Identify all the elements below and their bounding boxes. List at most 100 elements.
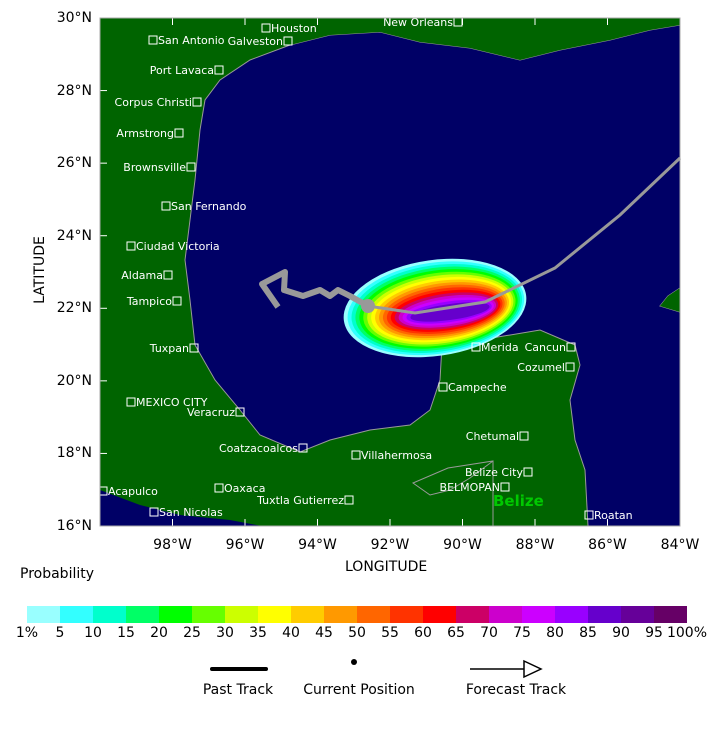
colorbar-swatch	[324, 606, 357, 623]
colorbar-swatch	[60, 606, 93, 623]
city-marker-icon	[438, 382, 448, 392]
city-marker-icon	[174, 128, 184, 138]
city-label: Armstrong	[116, 127, 174, 140]
city-marker-icon	[98, 486, 108, 496]
colorbar-label: 15	[117, 625, 135, 641]
y-axis-title: LATITUDE	[32, 236, 48, 304]
city-marker-icon	[214, 483, 224, 493]
city-marker-icon	[344, 495, 354, 505]
city-label: New Orleans	[383, 16, 453, 29]
city: Galveston	[228, 35, 293, 48]
x-tick-label: 98°W	[153, 537, 192, 553]
colorbar-swatch	[522, 606, 555, 623]
city-label: Ciudad Victoria	[136, 240, 220, 253]
city-label: Oaxaca	[224, 482, 265, 495]
city-label: San Fernando	[171, 200, 247, 213]
city-marker-icon	[126, 241, 136, 251]
probability-contour	[410, 302, 490, 322]
colorbar-label: 65	[447, 625, 465, 641]
x-tick-label: 92°W	[370, 537, 410, 553]
city-marker-icon	[148, 35, 158, 45]
city-marker-icon	[565, 362, 575, 372]
colorbar-label: 1%	[15, 625, 39, 641]
colorbar-swatch	[225, 606, 258, 623]
x-tick-label: 84°W	[660, 537, 700, 553]
land-top-coast	[260, 18, 680, 60]
y-tick-label: 26°N	[56, 155, 92, 172]
colorbar-label: 10	[84, 625, 102, 641]
city: Cozumel	[517, 361, 575, 374]
city-label: Chetumal	[466, 430, 519, 443]
colorbar-label: 95	[645, 625, 663, 641]
city: Tuxtla Gutierrez	[256, 494, 354, 507]
city: Coatzacoalcos	[219, 442, 308, 455]
city-label: Campeche	[448, 381, 507, 394]
colorbar-swatch	[621, 606, 654, 623]
city-marker-icon	[149, 507, 159, 517]
city-marker-icon	[214, 65, 224, 75]
y-tick-label: 24°N	[56, 227, 92, 244]
city: Port Lavaca	[150, 64, 224, 77]
city-label: Villahermosa	[361, 449, 432, 462]
city-label: Port Lavaca	[150, 64, 214, 77]
legend-current-position-icon	[351, 659, 357, 665]
pacific-ocean-water	[100, 490, 262, 526]
x-tick-label: 86°W	[588, 537, 627, 553]
y-tick-label: 30°N	[56, 10, 92, 26]
cuba-land	[660, 288, 680, 312]
city: Houston	[261, 22, 317, 35]
city-marker-icon	[351, 450, 361, 460]
city: Chetumal	[466, 430, 529, 443]
city: Tampico	[126, 295, 182, 308]
colorbar-label: 60	[414, 625, 432, 641]
city: Aldama	[121, 269, 173, 282]
city: Merida	[471, 341, 519, 354]
city-marker-icon	[161, 201, 171, 211]
city: MEXICO CITY	[126, 396, 208, 409]
city-label: Veracruz	[187, 406, 235, 419]
city: Corpus Christi	[115, 96, 202, 109]
city-label: Acapulco	[108, 485, 158, 498]
colorbar-swatch	[456, 606, 489, 623]
city: Ciudad Victoria	[126, 240, 220, 253]
city-marker-icon	[235, 407, 245, 417]
colorbar-label: 30	[216, 625, 234, 641]
colorbar-label: 5	[55, 625, 65, 641]
colorbar-swatch	[489, 606, 522, 623]
x-tick-label: 90°W	[443, 537, 482, 553]
city-label: Tampico	[126, 295, 172, 308]
forecast-track-line	[367, 156, 682, 315]
city-label: Cancun	[525, 341, 566, 354]
city-marker-icon	[261, 23, 271, 33]
colorbar-label: 35	[249, 625, 267, 641]
x-tick-label: 96°W	[225, 537, 265, 553]
city-marker-icon	[523, 467, 533, 477]
city-label: MEXICO CITY	[136, 396, 208, 409]
city-marker-icon	[186, 162, 196, 172]
colorbar-swatch	[126, 606, 159, 623]
city-label: Tuxpan	[149, 342, 189, 355]
belize-border	[411, 460, 494, 526]
x-tick-label: 88°W	[515, 537, 555, 553]
past-track-line	[259, 269, 370, 309]
legend-forecast-track-label: Forecast Track	[465, 682, 567, 698]
colorbar-label: 55	[381, 625, 399, 641]
city-marker-icon	[500, 482, 510, 492]
city-label: Houston	[271, 22, 317, 35]
colorbar-label: 75	[513, 625, 531, 641]
colorbar-label: 90	[612, 625, 630, 641]
legend-forecast-track-icon	[470, 659, 543, 679]
city-label: Merida	[481, 341, 519, 354]
city: San Nicolas	[149, 506, 223, 519]
colorbar-label: 85	[579, 625, 597, 641]
colorbar-label: 50	[348, 625, 366, 641]
colorbar-swatch	[390, 606, 423, 623]
y-tick-label: 22°N	[56, 300, 92, 317]
colorbar-swatch	[93, 606, 126, 623]
y-tick-label: 28°N	[56, 82, 92, 99]
colorbar-title: Probability	[20, 566, 95, 582]
colorbar	[27, 606, 687, 623]
city: BELMOPAN	[440, 481, 510, 494]
map-frame	[99, 17, 681, 527]
